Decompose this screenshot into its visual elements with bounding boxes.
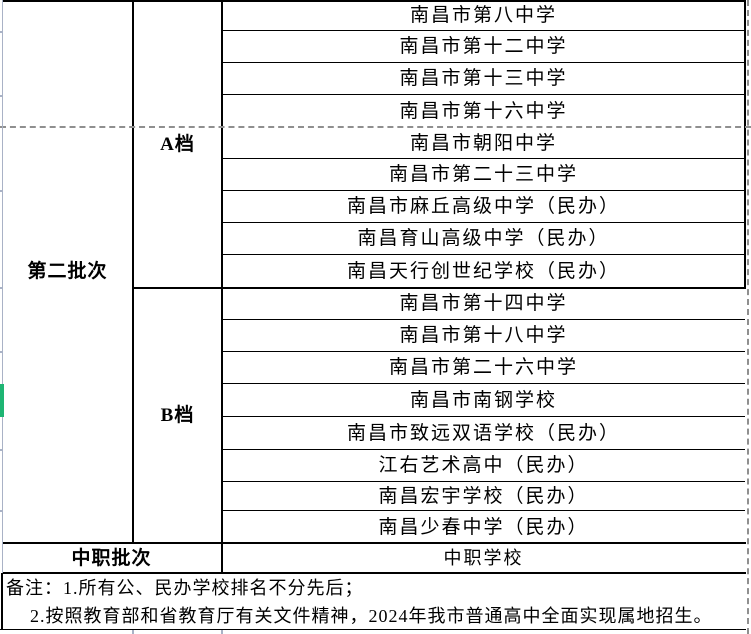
cell-school[interactable]: 南昌市致远双语学校（民办） xyxy=(222,417,745,450)
gridline-stub xyxy=(0,95,3,97)
page-break-vertical xyxy=(747,0,749,634)
batch2-bottom-border xyxy=(2,542,746,544)
footnote-line-2: 2.按照教育部和省教育厅有关文件精神，2024年我市普通高中全面实现属地招生。 xyxy=(30,606,713,626)
vocational-bottom-border xyxy=(2,572,746,574)
cell-school[interactable]: 南昌市第八中学 xyxy=(222,0,745,31)
cell-school[interactable]: 江右艺术高中（民办） xyxy=(222,450,745,482)
gridline-stub xyxy=(0,190,3,192)
column-border-1 xyxy=(132,0,134,543)
footnote-line-1: 备注：1.所有公、民办学校排名不分先后； xyxy=(6,578,364,598)
cell-school[interactable]: 南昌市第二十三中学 xyxy=(222,159,745,191)
table-right-border xyxy=(744,0,746,288)
gridline-stub xyxy=(0,31,3,33)
cell-school[interactable]: 南昌天行创世纪学校（民办） xyxy=(346,261,620,282)
cell-school[interactable]: 南昌育山高级中学（民办） xyxy=(222,223,745,255)
page-break-horizontal xyxy=(0,126,751,128)
cell-school[interactable]: 南昌市第十八中学 xyxy=(222,320,745,352)
selection-highlight-fragment xyxy=(0,384,4,417)
cell-school[interactable]: 南昌市第十四中学 xyxy=(222,288,745,320)
cell-school[interactable]: 南昌市南钢学校 xyxy=(222,384,745,417)
tier-divider-border xyxy=(132,287,746,289)
cell-tier-a[interactable]: A档 xyxy=(160,133,195,155)
cell-school[interactable]: 南昌市朝阳中学 xyxy=(222,128,745,159)
cell-school[interactable]: 南昌市第十二中学 xyxy=(222,31,745,63)
cell-tier-b[interactable]: B档 xyxy=(160,405,195,426)
notes-bottom-border xyxy=(0,628,746,630)
cell-batch-2[interactable]: 第二批次 xyxy=(27,261,108,282)
gridline-stub-bottom xyxy=(221,630,223,634)
gridline-stub xyxy=(0,449,3,451)
gridline-stub xyxy=(0,510,3,512)
cell-school[interactable]: 南昌市第二十六中学 xyxy=(222,352,745,384)
column-border-2 xyxy=(221,0,223,573)
cell-school[interactable]: 南昌宏宇学校（民办） xyxy=(222,482,745,511)
table-top-border xyxy=(2,0,746,2)
gridline-stub-bottom xyxy=(132,630,134,634)
cell-school[interactable]: 南昌市第十三中学 xyxy=(222,63,745,95)
gridline-stub xyxy=(0,287,3,289)
cell-vocational-school[interactable]: 中职学校 xyxy=(443,548,524,568)
cell-school[interactable]: 南昌少春中学（民办） xyxy=(378,516,589,538)
cell-school[interactable]: 南昌市麻丘高级中学（民办） xyxy=(222,191,745,223)
gridline-stub xyxy=(0,351,3,353)
cell-school[interactable]: 南昌市第十六中学 xyxy=(399,100,568,122)
gridline-left xyxy=(1,0,3,573)
notes-left-border xyxy=(1,573,3,629)
cell-vocational-batch[interactable]: 中职批次 xyxy=(71,547,152,569)
